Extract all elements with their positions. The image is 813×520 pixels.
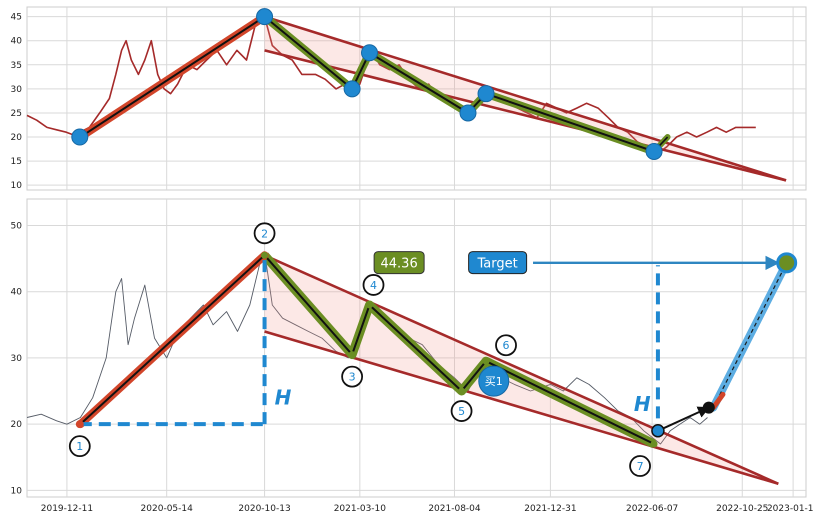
bottom-impulse-line (79, 254, 266, 425)
bottom-upper-trendline (264, 254, 779, 485)
h-label: H (275, 385, 292, 409)
pivot-point (482, 357, 490, 365)
bottom-ytick-label: 10 (11, 486, 23, 496)
h-label-projected: H (634, 392, 651, 416)
top-lower-trendline (264, 49, 787, 182)
pivot-label-circle (495, 334, 517, 357)
pivot-label-6: 6 (503, 339, 510, 352)
pivot-point (650, 440, 658, 448)
target-label-box (468, 251, 528, 275)
pivot-point-start (75, 420, 84, 429)
bottom-ytick-label: 20 (11, 420, 23, 430)
buy-point-marker (651, 424, 665, 438)
top-pivot-marker (343, 80, 361, 98)
pivot-point (261, 251, 269, 259)
pivot-label-7: 7 (637, 460, 644, 473)
buy-badge (478, 365, 510, 397)
pivot-point (458, 387, 466, 395)
top-ytick-label: 10 (11, 181, 23, 191)
pivot-label-2: 2 (261, 227, 268, 240)
pivot-label-4: 4 (370, 279, 377, 292)
bottom-panel: 10 20 30 40 50 2019-12-11 2020-05-14 2020-10-13… (11, 198, 813, 514)
top-ytick-label: 15 (11, 157, 22, 167)
target-point (776, 252, 798, 274)
top-ytick-label: 20 (11, 133, 23, 143)
top-pivot-marker (361, 44, 379, 62)
top-pivot-marker (256, 8, 274, 26)
xtick-label: 2021-08-04 (428, 504, 481, 514)
top-ytick-label: 45 (11, 13, 22, 23)
top-plot-area (26, 6, 807, 191)
breakout-point (702, 401, 715, 414)
top-ytick-label: 35 (11, 61, 22, 71)
top-pivot-marker (645, 142, 663, 160)
top-upper-trendline (264, 15, 787, 182)
bottom-zigzag-line (263, 254, 655, 445)
top-ytick-label: 30 (11, 85, 23, 95)
xtick-label: 2021-12-31 (524, 504, 576, 514)
xtick-label: 2020-10-13 (238, 504, 290, 514)
top-zigzag-line (263, 15, 655, 153)
bottom-ytick-label: 30 (11, 354, 23, 364)
bottom-ytick-label: 50 (11, 221, 23, 231)
top-ytick-label: 40 (11, 37, 23, 47)
pivot-label-5: 5 (458, 405, 465, 418)
top-panel: 10 15 20 25 30 35 40 45 (11, 6, 807, 191)
breakout-arrow (657, 406, 710, 432)
target-label: Target (477, 257, 518, 272)
top-pivot-marker (477, 85, 495, 103)
value-label: 44.36 (381, 257, 418, 272)
top-ytick-label: 25 (11, 109, 22, 119)
buy-label: 买1 (485, 375, 503, 388)
xtick-label: 2022-06-07 (626, 504, 678, 514)
xtick-label: 2022-10-25 (716, 504, 768, 514)
bottom-ytick-label: 40 (11, 288, 23, 298)
top-pivot-marker (459, 104, 477, 122)
pivot-label-circle (450, 400, 473, 422)
pivot-label-circle (629, 455, 651, 477)
top-pivot-marker (71, 128, 89, 146)
xtick-label: 2021-03-10 (334, 504, 387, 514)
pivot-point (366, 301, 374, 309)
pivot-label-3: 3 (349, 371, 356, 384)
pivot-label-circle (253, 222, 276, 245)
pivot-point (348, 351, 356, 359)
xtick-label: 2023-01-12 (767, 504, 813, 514)
projection-start-segment (710, 391, 726, 411)
value-label-box (373, 251, 425, 275)
pivot-label-circle (341, 365, 364, 388)
top-impulse-line (79, 15, 266, 138)
pivot-label-circle (68, 435, 91, 458)
xtick-label: 2019-12-11 (41, 504, 93, 514)
xtick-label: 2020-05-14 (141, 504, 194, 514)
projection-line (712, 262, 788, 408)
pivot-label-circle (362, 274, 385, 296)
pivot-label-1: 1 (76, 440, 83, 453)
